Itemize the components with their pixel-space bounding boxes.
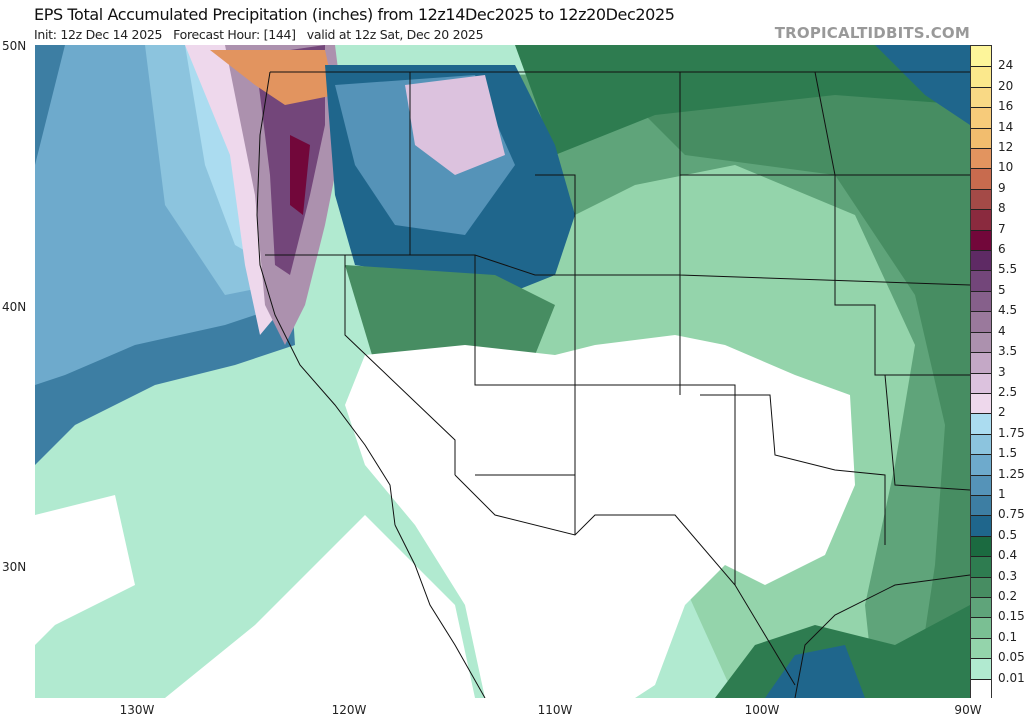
colorbar-label: 9	[998, 180, 1006, 195]
colorbar-swatch	[971, 270, 991, 292]
colorbar-swatch	[971, 494, 991, 517]
lat-label-50n: 50N	[2, 39, 27, 53]
colorbar-label: 3	[998, 364, 1006, 379]
colorbar-swatch	[971, 127, 991, 150]
colorbar-swatch	[971, 372, 991, 394]
map-subtitle: Init: 12z Dec 14 2025 Forecast Hour: [14…	[34, 27, 484, 42]
coastline	[256, 71, 970, 698]
colorbar-label: 1.25	[998, 466, 1024, 481]
colorbar-swatch	[971, 454, 991, 476]
colorbar-label: 5	[998, 282, 1006, 297]
colorbar-swatch	[971, 474, 991, 496]
colorbar-label: 7	[998, 221, 1006, 236]
colorbar-swatch	[971, 250, 991, 272]
colorbar-swatch	[971, 637, 991, 660]
great-lakes-blue	[875, 45, 970, 125]
colorbar-swatch	[971, 66, 991, 88]
colorbar-swatch	[971, 46, 991, 68]
state-borders	[265, 71, 970, 686]
colorbar-label: 20	[998, 78, 1014, 93]
colorbar-label: 0.1	[998, 629, 1018, 644]
colorbar-swatch	[971, 311, 991, 333]
colorbar-label: 10	[998, 160, 1014, 175]
colorbar-swatch	[971, 515, 991, 537]
map-title: EPS Total Accumulated Precipitation (inc…	[34, 5, 675, 24]
colorbar-label: 1	[998, 486, 1006, 501]
lon-label-110w: 110W	[537, 703, 573, 717]
colorbar-swatch	[971, 331, 991, 354]
colorbar-swatch	[971, 209, 991, 231]
lat-label-40n: 40N	[2, 300, 27, 314]
great-basin-green	[345, 265, 555, 375]
colorbar-label: 2.5	[998, 384, 1018, 399]
colorbar-label: 3.5	[998, 344, 1018, 359]
brand-watermark: TROPICALTIDBITS.COM	[774, 24, 970, 42]
lon-label-90w: 90W	[954, 703, 982, 717]
colorbar-label: 4.5	[998, 303, 1018, 318]
colorbar-swatch	[971, 617, 991, 639]
colorbar-swatch	[971, 596, 991, 619]
lon-label-100w: 100W	[744, 703, 780, 717]
colorbar-swatch	[971, 433, 991, 456]
colorbar-swatch	[971, 86, 991, 109]
idaho-precip-pink	[405, 75, 505, 175]
colorbar-label: 24	[998, 58, 1014, 73]
lat-label-30n: 30N	[2, 560, 27, 574]
colorbar-label: 0.2	[998, 588, 1018, 603]
colorbar-swatch	[971, 413, 991, 435]
colorbar-label: 8	[998, 201, 1006, 216]
colorbar-label: 1.75	[998, 425, 1024, 440]
colorbar-swatch	[971, 148, 991, 170]
colorbar-label: 1.5	[998, 446, 1018, 461]
lon-label-130w: 130W	[119, 703, 155, 717]
colorbar-label: 5.5	[998, 262, 1018, 277]
colorbar-swatch	[971, 678, 991, 700]
colorbar-swatch	[971, 352, 991, 374]
colorbar-swatch	[971, 576, 991, 598]
colorbar-label: 0.4	[998, 548, 1018, 563]
pacific-southern-no-precip	[165, 515, 475, 698]
colorbar-swatch	[971, 107, 991, 129]
colorbar-label: 0.75	[998, 507, 1024, 522]
colorbar-label: 2	[998, 405, 1006, 420]
colorbar-label: 14	[998, 119, 1014, 134]
cascades-precip-maroon	[290, 135, 310, 215]
pacific-no-precip	[35, 495, 135, 645]
colorbar-swatch	[971, 229, 991, 252]
colorbar-label: 4	[998, 323, 1006, 338]
colorbar-label: 0.15	[998, 609, 1024, 624]
olympics-precip-orange	[210, 50, 335, 105]
colorbar-label: 12	[998, 140, 1014, 155]
colorbar-legend	[970, 45, 992, 700]
colorbar-label: 6	[998, 242, 1006, 257]
colorbar-swatch	[971, 290, 991, 313]
lon-label-120w: 120W	[331, 703, 367, 717]
colorbar-swatch	[971, 535, 991, 558]
colorbar-label: 0.3	[998, 568, 1018, 583]
colorbar-swatch	[971, 188, 991, 211]
gulf-precip-blue	[765, 645, 865, 698]
colorbar-swatch	[971, 556, 991, 578]
colorbar-label: 0.01	[998, 670, 1024, 685]
colorbar-label: 0.5	[998, 527, 1018, 542]
colorbar-swatch	[971, 658, 991, 680]
colorbar-swatch	[971, 168, 991, 190]
southwest-no-precip	[345, 335, 855, 698]
colorbar-label: 0.05	[998, 650, 1024, 665]
east-precip-dark	[595, 65, 970, 698]
precipitation-map	[35, 45, 970, 698]
colorbar-label: 16	[998, 99, 1014, 114]
colorbar-swatch	[971, 392, 991, 415]
